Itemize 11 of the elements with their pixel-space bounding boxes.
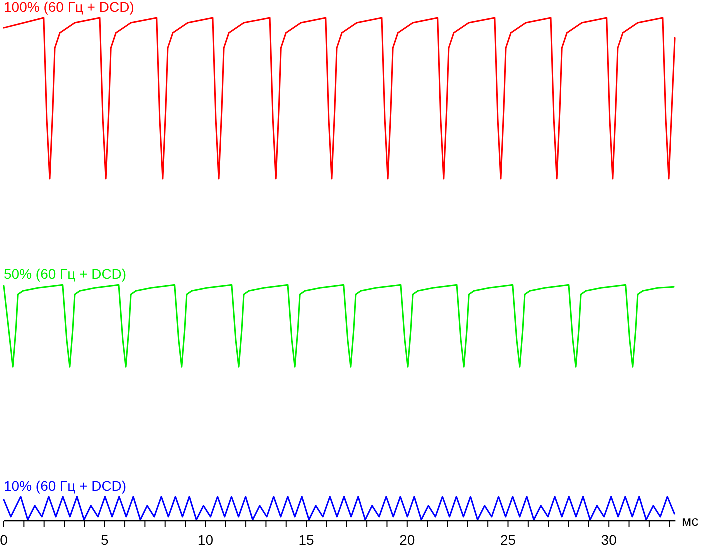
series-label: 100% (60 Гц + DCD) — [4, 0, 134, 15]
x-axis-title: мс — [682, 513, 699, 529]
x-tick-label: 25 — [500, 532, 516, 548]
series-label: 50% (60 Гц + DCD) — [4, 266, 127, 282]
x-tick-label: 15 — [298, 532, 315, 548]
x-tick-label: 30 — [601, 532, 618, 548]
x-tick-label: 0 — [0, 532, 8, 548]
series-label: 10% (60 Гц + DCD) — [4, 478, 127, 494]
x-tick-label: 5 — [100, 532, 109, 548]
x-tick-label: 10 — [198, 532, 214, 548]
x-tick-label: 20 — [400, 532, 416, 548]
